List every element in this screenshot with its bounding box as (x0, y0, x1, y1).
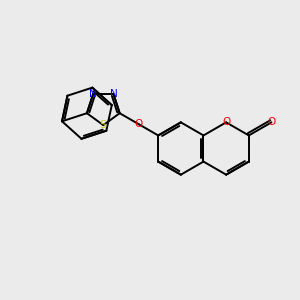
Text: N: N (89, 89, 97, 99)
Text: O: O (222, 117, 230, 128)
Text: N: N (110, 89, 117, 99)
Text: O: O (267, 117, 276, 128)
Text: S: S (100, 120, 107, 130)
Text: O: O (135, 119, 143, 129)
